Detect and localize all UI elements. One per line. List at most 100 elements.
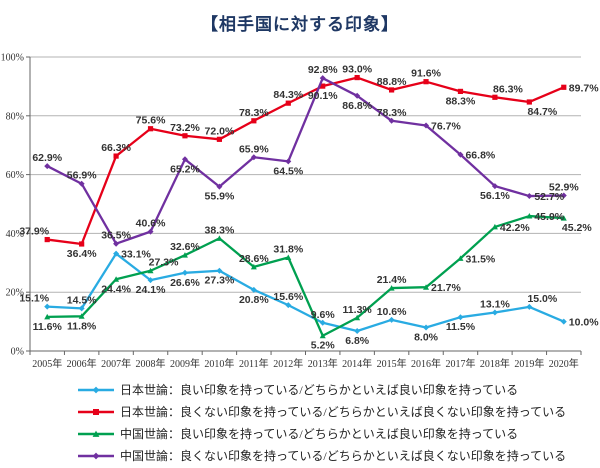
svg-text:28.6%: 28.6% bbox=[239, 253, 269, 265]
svg-text:52.7%: 52.7% bbox=[534, 191, 564, 203]
svg-text:2007年: 2007年 bbox=[101, 357, 131, 370]
svg-text:76.7%: 76.7% bbox=[431, 121, 461, 133]
svg-text:84.3%: 84.3% bbox=[273, 89, 303, 101]
chart-area: 0% 20% 40% 60% 80% 100% 2005年 2006年 2007年 2008年 20… bbox=[0, 40, 600, 374]
svg-text:100%: 100% bbox=[1, 53, 24, 64]
svg-text:20%: 20% bbox=[6, 288, 24, 299]
svg-text:2020年: 2020年 bbox=[549, 357, 579, 370]
svg-text:80%: 80% bbox=[6, 111, 24, 122]
svg-text:45.9%: 45.9% bbox=[534, 211, 564, 223]
chart-title: 【相手国に対する印象】 bbox=[201, 15, 399, 34]
svg-text:2010年: 2010年 bbox=[204, 357, 234, 370]
svg-text:8.0%: 8.0% bbox=[414, 331, 439, 343]
svg-text:65.9%: 65.9% bbox=[239, 143, 269, 155]
svg-text:10.6%: 10.6% bbox=[377, 306, 407, 318]
svg-text:5.2%: 5.2% bbox=[311, 340, 336, 352]
legend-label-japan-bad: 日本世論：良くない印象を持っている/どちらかといえば良くない印象を持っている bbox=[120, 404, 567, 419]
svg-text:86.3%: 86.3% bbox=[493, 83, 523, 95]
svg-text:2016年: 2016年 bbox=[411, 357, 441, 370]
svg-text:75.6%: 75.6% bbox=[136, 115, 166, 127]
svg-text:72.0%: 72.0% bbox=[205, 125, 235, 137]
svg-text:2008年: 2008年 bbox=[136, 357, 166, 370]
svg-text:24.4%: 24.4% bbox=[101, 283, 131, 295]
svg-text:60%: 60% bbox=[6, 170, 24, 181]
svg-text:32.6%: 32.6% bbox=[170, 241, 200, 253]
svg-text:2015年: 2015年 bbox=[377, 357, 407, 370]
svg-text:65.2%: 65.2% bbox=[170, 163, 200, 175]
svg-text:20.8%: 20.8% bbox=[239, 294, 269, 306]
svg-text:40%: 40% bbox=[6, 229, 24, 240]
svg-text:11.5%: 11.5% bbox=[446, 321, 476, 333]
svg-text:89.7%: 89.7% bbox=[569, 82, 599, 94]
svg-text:10.0%: 10.0% bbox=[569, 317, 599, 329]
svg-text:26.6%: 26.6% bbox=[170, 277, 200, 289]
svg-text:13.1%: 13.1% bbox=[480, 298, 510, 310]
legend-item-china-good: 中国世論：良い印象を持っている/どちらかといえば良い印象を持っている bbox=[76, 422, 600, 444]
svg-text:38.3%: 38.3% bbox=[205, 224, 235, 236]
svg-text:31.8%: 31.8% bbox=[273, 244, 303, 256]
svg-text:2019年: 2019年 bbox=[514, 357, 544, 370]
legend-label-china-bad: 中国世論：良くない印象を持っている/どちらかといえば良くない印象を持っている bbox=[120, 448, 567, 463]
legend-item-japan-bad: 日本世論：良くない印象を持っている/どちらかといえば良くない印象を持っている bbox=[76, 400, 600, 422]
svg-text:31.5%: 31.5% bbox=[465, 253, 495, 265]
svg-text:78.3%: 78.3% bbox=[239, 107, 269, 119]
svg-text:2018年: 2018年 bbox=[480, 357, 510, 370]
legend-marker-china-bad bbox=[76, 449, 116, 461]
legend-label-china-good: 中国世論：良い印象を持っている/どちらかといえば良い印象を持っている bbox=[120, 426, 519, 441]
svg-text:2017年: 2017年 bbox=[445, 357, 475, 370]
svg-text:11.6%: 11.6% bbox=[33, 321, 63, 333]
svg-text:33.1%: 33.1% bbox=[121, 249, 151, 261]
svg-text:27.3%: 27.3% bbox=[149, 257, 179, 269]
legend-item-china-bad: 中国世論：良くない印象を持っている/どちらかといえば良くない印象を持っている bbox=[76, 444, 600, 466]
svg-text:78.3%: 78.3% bbox=[377, 107, 407, 119]
legend-marker-japan-good bbox=[76, 383, 116, 395]
svg-text:36.5%: 36.5% bbox=[101, 230, 131, 242]
legend-marker-china-good bbox=[76, 427, 116, 439]
svg-text:40.6%: 40.6% bbox=[136, 218, 166, 230]
svg-text:64.5%: 64.5% bbox=[273, 165, 303, 177]
svg-text:91.6%: 91.6% bbox=[411, 68, 441, 80]
svg-text:56.1%: 56.1% bbox=[480, 190, 510, 202]
svg-text:88.8%: 88.8% bbox=[377, 76, 407, 88]
svg-text:86.8%: 86.8% bbox=[342, 100, 372, 112]
svg-text:45.2%: 45.2% bbox=[562, 222, 592, 234]
svg-text:62.9%: 62.9% bbox=[32, 152, 62, 164]
svg-text:56.9%: 56.9% bbox=[67, 170, 97, 182]
svg-text:93.0%: 93.0% bbox=[342, 64, 372, 76]
svg-text:11.3%: 11.3% bbox=[343, 304, 373, 316]
svg-text:88.3%: 88.3% bbox=[446, 95, 476, 107]
svg-text:92.8%: 92.8% bbox=[308, 64, 338, 76]
line-chart: 0% 20% 40% 60% 80% 100% 2005年 2006年 2007年 2008年 20… bbox=[1, 53, 600, 371]
svg-text:37.9%: 37.9% bbox=[19, 226, 49, 238]
svg-text:2009年: 2009年 bbox=[170, 357, 200, 370]
svg-text:52.9%: 52.9% bbox=[549, 181, 579, 193]
svg-text:73.2%: 73.2% bbox=[170, 122, 200, 134]
svg-text:24.1%: 24.1% bbox=[136, 284, 166, 296]
chart-legend: 日本世論：良い印象を持っている/どちらかといえば良い印象を持っている 日本世論：… bbox=[76, 378, 600, 466]
svg-text:2014年: 2014年 bbox=[342, 357, 372, 370]
svg-text:11.8%: 11.8% bbox=[67, 320, 97, 332]
legend-marker-japan-bad bbox=[76, 405, 116, 417]
svg-text:66.8%: 66.8% bbox=[465, 150, 495, 162]
legend-label-japan-good: 日本世論：良い印象を持っている/どちらかといえば良い印象を持っている bbox=[120, 382, 519, 397]
svg-text:15.6%: 15.6% bbox=[273, 291, 303, 303]
svg-text:15.0%: 15.0% bbox=[527, 293, 557, 305]
svg-text:15.1%: 15.1% bbox=[19, 293, 49, 305]
svg-text:2005年: 2005年 bbox=[32, 357, 62, 370]
svg-text:9.6%: 9.6% bbox=[311, 309, 336, 321]
svg-text:21.7%: 21.7% bbox=[431, 282, 461, 294]
svg-text:84.7%: 84.7% bbox=[527, 106, 557, 118]
svg-text:0%: 0% bbox=[11, 347, 24, 358]
svg-text:55.9%: 55.9% bbox=[205, 191, 235, 203]
svg-text:42.2%: 42.2% bbox=[500, 222, 530, 234]
svg-text:6.8%: 6.8% bbox=[345, 335, 370, 347]
svg-text:2012年: 2012年 bbox=[273, 357, 303, 370]
svg-text:2011年: 2011年 bbox=[239, 357, 269, 370]
svg-text:66.3%: 66.3% bbox=[101, 142, 131, 154]
svg-text:21.4%: 21.4% bbox=[377, 274, 407, 286]
svg-text:90.1%: 90.1% bbox=[308, 90, 338, 102]
legend-item-japan-good: 日本世論：良い印象を持っている/どちらかといえば良い印象を持っている bbox=[76, 378, 600, 400]
svg-text:14.5%: 14.5% bbox=[67, 294, 97, 306]
svg-text:36.4%: 36.4% bbox=[67, 248, 97, 260]
